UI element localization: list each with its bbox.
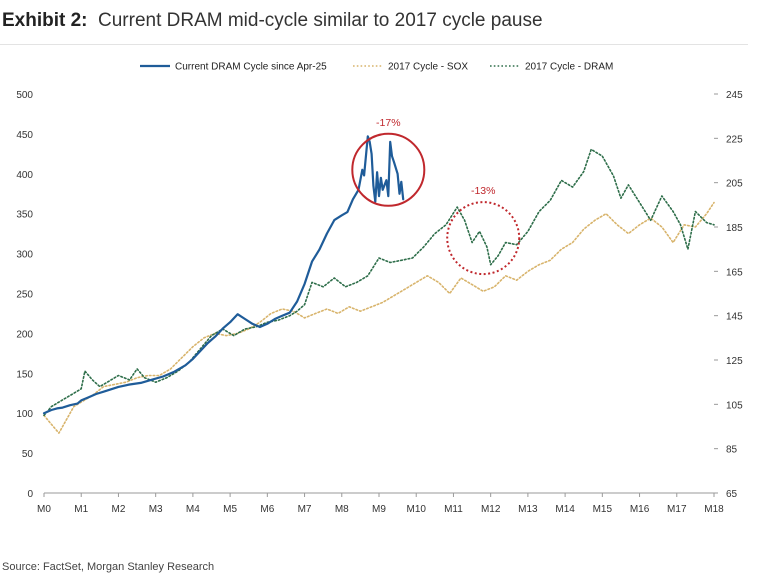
x-tick-label: M1 bbox=[74, 504, 88, 515]
y-left-tick-label: 200 bbox=[16, 329, 33, 340]
x-tick-label: M16 bbox=[630, 504, 650, 515]
x-tick-label: M12 bbox=[481, 504, 501, 515]
series-line-1 bbox=[43, 201, 715, 434]
x-tick-label: M6 bbox=[260, 504, 274, 515]
y-left-tick-label: 0 bbox=[27, 489, 33, 500]
x-tick-label: M4 bbox=[186, 504, 200, 515]
title-divider bbox=[0, 44, 748, 45]
legend-label-2: 2017 Cycle - DRAM bbox=[525, 62, 613, 73]
y-right-tick-label: 125 bbox=[726, 356, 743, 367]
y-right-tick-label: 185 bbox=[726, 223, 743, 234]
source-note: Source: FactSet, Morgan Stanley Research bbox=[2, 561, 215, 573]
y-right-tick-label: 65 bbox=[726, 489, 738, 500]
chart-axes: 0 50 100 150 200 250 300 350 400 450 500 65 85 105 125… bbox=[16, 90, 743, 515]
y-right-tick-label: 145 bbox=[726, 312, 743, 323]
x-tick-label: M13 bbox=[518, 504, 538, 515]
y-right-tick-label: 85 bbox=[726, 445, 738, 456]
y-right-tick-label: 205 bbox=[726, 179, 743, 190]
exhibit-title: Current DRAM mid-cycle similar to 2017 c… bbox=[98, 10, 543, 31]
exhibit-label: Exhibit 2: bbox=[2, 10, 88, 31]
x-tick-label: M17 bbox=[667, 504, 687, 515]
y-left-tick-label: 50 bbox=[22, 449, 34, 460]
annotation-circle-0 bbox=[351, 132, 426, 207]
series-line-0 bbox=[42, 135, 405, 415]
y-left-tick-label: 500 bbox=[16, 90, 33, 101]
legend-label-0: Current DRAM Cycle since Apr-25 bbox=[175, 62, 327, 73]
x-tick-label: M2 bbox=[111, 504, 125, 515]
annotation-label-1: -13% bbox=[471, 185, 496, 197]
x-tick-label: M15 bbox=[593, 504, 613, 515]
annotation-label-0: -17% bbox=[376, 117, 401, 129]
y-right-tick-label: 105 bbox=[726, 400, 743, 411]
x-tick-label: M14 bbox=[555, 504, 575, 515]
y-left-tick-label: 250 bbox=[16, 290, 33, 301]
x-tick-label: M10 bbox=[406, 504, 426, 515]
y-left-tick-label: 350 bbox=[16, 210, 33, 221]
x-tick-label: M11 bbox=[444, 504, 463, 515]
x-tick-label: M3 bbox=[149, 504, 163, 515]
y-right-tick-label: 165 bbox=[726, 267, 743, 278]
annotation-circle-1 bbox=[446, 201, 521, 276]
y-right-tick-label: 225 bbox=[726, 134, 743, 145]
x-tick-label: M9 bbox=[372, 504, 386, 515]
y-left-tick-label: 450 bbox=[16, 130, 33, 141]
y-left-tick-label: 300 bbox=[16, 250, 33, 261]
chart-series bbox=[42, 135, 715, 434]
y-left-tick-label: 100 bbox=[16, 409, 33, 420]
line-chart: 0 50 100 150 200 250 300 350 400 450 500 65 85 105 125… bbox=[16, 62, 743, 516]
series-line-2 bbox=[43, 148, 715, 417]
chart-annotations: -17% -13% bbox=[351, 117, 521, 276]
x-tick-label: M18 bbox=[704, 504, 724, 515]
y-right-tick-label: 245 bbox=[726, 90, 743, 101]
x-tick-label: M7 bbox=[298, 504, 312, 515]
chart-legend: Current DRAM Cycle since Apr-25 2017 Cycl… bbox=[140, 62, 613, 73]
y-left-tick-label: 150 bbox=[16, 369, 33, 380]
legend-label-1: 2017 Cycle - SOX bbox=[388, 62, 468, 73]
x-tick-label: M0 bbox=[37, 504, 51, 515]
y-left-tick-label: 400 bbox=[16, 170, 33, 181]
x-tick-label: M8 bbox=[335, 504, 349, 515]
x-tick-label: M5 bbox=[223, 504, 237, 515]
